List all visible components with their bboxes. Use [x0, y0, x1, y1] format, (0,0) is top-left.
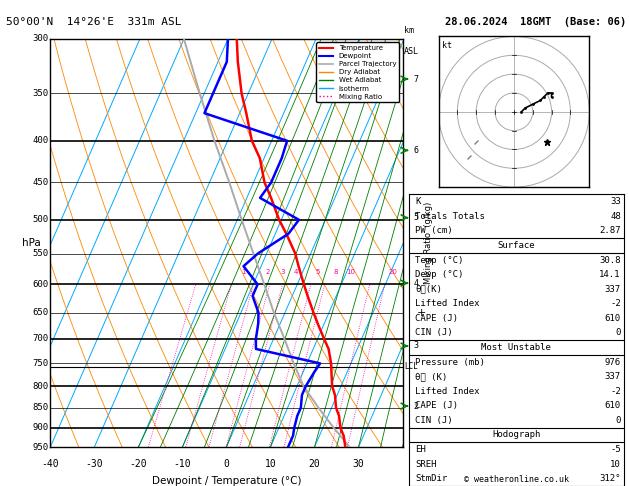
Text: km: km: [404, 26, 415, 35]
Text: CAPE (J): CAPE (J): [415, 314, 458, 323]
Text: Lifted Index: Lifted Index: [415, 299, 480, 308]
Text: 500: 500: [33, 215, 48, 225]
Text: -2: -2: [610, 387, 621, 396]
Text: 20: 20: [388, 269, 397, 276]
Text: 0: 0: [615, 329, 621, 337]
Text: -10: -10: [174, 459, 191, 469]
Text: 30: 30: [353, 459, 364, 469]
Text: 4: 4: [294, 269, 298, 276]
Text: 550: 550: [33, 249, 48, 258]
Text: 1: 1: [241, 269, 245, 276]
Text: CIN (J): CIN (J): [415, 329, 453, 337]
Text: -2: -2: [610, 299, 621, 308]
Text: LCL: LCL: [404, 362, 418, 371]
Text: 976: 976: [604, 358, 621, 366]
Text: 0: 0: [615, 416, 621, 425]
Text: CIN (J): CIN (J): [415, 416, 453, 425]
Text: 0: 0: [223, 459, 230, 469]
Text: Hodograph: Hodograph: [493, 431, 540, 439]
Text: Dewp (°C): Dewp (°C): [415, 270, 464, 279]
Text: K: K: [415, 197, 421, 206]
Text: 10: 10: [347, 269, 355, 276]
Legend: Temperature, Dewpoint, Parcel Trajectory, Dry Adiabat, Wet Adiabat, Isotherm, Mi: Temperature, Dewpoint, Parcel Trajectory…: [316, 42, 399, 103]
Text: 30.8: 30.8: [599, 256, 621, 264]
Text: 300: 300: [33, 35, 48, 43]
Text: -5: -5: [610, 445, 621, 454]
Text: 3: 3: [281, 269, 285, 276]
Text: 450: 450: [33, 178, 48, 187]
Text: 33: 33: [610, 197, 621, 206]
Text: Most Unstable: Most Unstable: [481, 343, 552, 352]
Text: Pressure (mb): Pressure (mb): [415, 358, 485, 366]
Text: EH: EH: [415, 445, 426, 454]
Text: Temp (°C): Temp (°C): [415, 256, 464, 264]
Text: ASL: ASL: [404, 47, 420, 56]
Text: 312°: 312°: [599, 474, 621, 483]
Text: 950: 950: [33, 443, 48, 451]
Text: 10: 10: [610, 460, 621, 469]
Text: 650: 650: [33, 308, 48, 317]
Text: 337: 337: [604, 372, 621, 381]
Text: 3: 3: [413, 342, 418, 350]
Text: 337: 337: [604, 285, 621, 294]
Text: © weatheronline.co.uk: © weatheronline.co.uk: [464, 475, 569, 484]
Text: StmDir: StmDir: [415, 474, 447, 483]
Text: 2: 2: [265, 269, 269, 276]
Text: 7: 7: [413, 74, 418, 84]
Text: 2: 2: [413, 401, 418, 411]
Text: kt: kt: [442, 41, 452, 50]
Text: θᴄ (K): θᴄ (K): [415, 372, 447, 381]
Text: Totals Totals: Totals Totals: [415, 212, 485, 221]
Text: 6: 6: [413, 146, 418, 155]
Text: 5: 5: [316, 269, 320, 276]
Text: 750: 750: [33, 359, 48, 368]
Text: 8: 8: [333, 269, 338, 276]
Text: CAPE (J): CAPE (J): [415, 401, 458, 410]
Text: -40: -40: [42, 459, 59, 469]
Text: Surface: Surface: [498, 241, 535, 250]
Text: hPa: hPa: [21, 238, 40, 248]
Text: 900: 900: [33, 423, 48, 433]
Text: 800: 800: [33, 382, 48, 391]
Text: 10: 10: [265, 459, 276, 469]
Text: 600: 600: [33, 280, 48, 289]
Text: -30: -30: [86, 459, 103, 469]
Text: 2.87: 2.87: [599, 226, 621, 235]
Text: 5: 5: [413, 213, 418, 222]
Text: 48: 48: [610, 212, 621, 221]
Text: +: +: [417, 308, 426, 318]
Text: 700: 700: [33, 334, 48, 344]
Text: 400: 400: [33, 136, 48, 145]
Text: 4: 4: [413, 278, 418, 288]
Text: Dewpoint / Temperature (°C): Dewpoint / Temperature (°C): [152, 476, 301, 486]
Text: θᴄ(K): θᴄ(K): [415, 285, 442, 294]
Text: 350: 350: [33, 89, 48, 98]
Text: 50°00'N  14°26'E  331m ASL: 50°00'N 14°26'E 331m ASL: [6, 17, 182, 27]
Text: Mixing Ratio  (g/kg): Mixing Ratio (g/kg): [425, 202, 433, 284]
Text: 20: 20: [309, 459, 320, 469]
Text: 850: 850: [33, 403, 48, 412]
Text: -20: -20: [130, 459, 147, 469]
Text: 610: 610: [604, 314, 621, 323]
Text: SREH: SREH: [415, 460, 437, 469]
Text: 28.06.2024  18GMT  (Base: 06): 28.06.2024 18GMT (Base: 06): [445, 17, 626, 27]
Text: Lifted Index: Lifted Index: [415, 387, 480, 396]
Text: PW (cm): PW (cm): [415, 226, 453, 235]
Text: 14.1: 14.1: [599, 270, 621, 279]
Text: 610: 610: [604, 401, 621, 410]
